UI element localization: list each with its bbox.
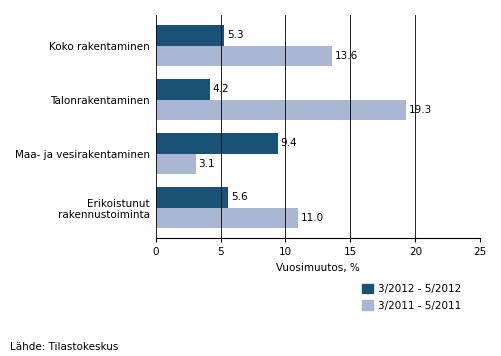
Bar (155, 79, 210, 100)
Text: 19.3: 19.3 (408, 105, 431, 115)
Bar (155, 133, 277, 154)
Text: 3.1: 3.1 (198, 159, 214, 169)
Bar (155, 25, 224, 46)
Text: 11.0: 11.0 (301, 213, 324, 223)
Legend: 3/2012 - 5/2012, 3/2011 - 5/2011: 3/2012 - 5/2012, 3/2011 - 5/2011 (361, 284, 460, 310)
Text: 4.2: 4.2 (212, 84, 229, 94)
Bar (155, 46, 332, 66)
Text: Lähde: Tilastokeskus: Lähde: Tilastokeskus (10, 342, 118, 352)
Bar (155, 100, 405, 120)
Bar (155, 208, 298, 228)
Text: 13.6: 13.6 (334, 51, 357, 61)
Bar (155, 187, 228, 208)
Text: 5.6: 5.6 (230, 193, 247, 203)
Bar (155, 154, 195, 174)
Text: 9.4: 9.4 (280, 138, 296, 148)
X-axis label: Vuosimuutos, %: Vuosimuutos, % (276, 263, 359, 273)
Text: 5.3: 5.3 (226, 30, 243, 41)
